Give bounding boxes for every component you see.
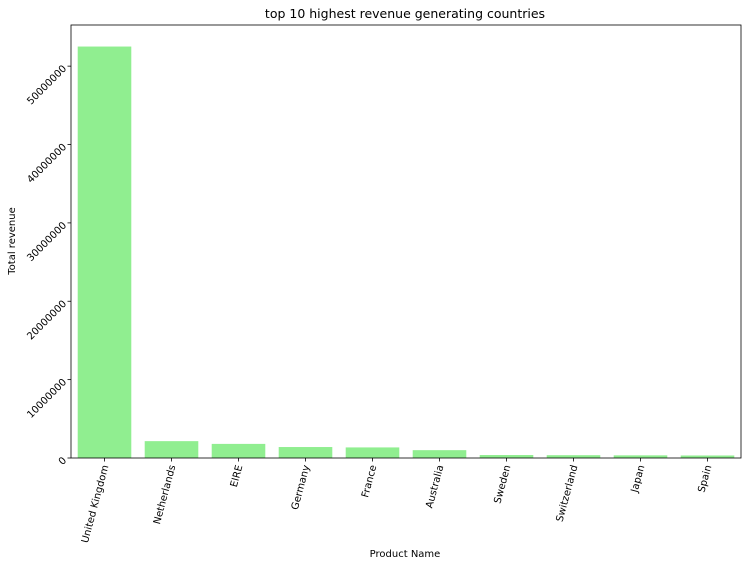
bars	[77, 46, 735, 459]
x-tick-label: Switzerland	[555, 464, 581, 523]
bar-united-kingdom	[77, 46, 132, 459]
y-tick-label: 50000000	[25, 63, 69, 107]
y-tick-label: 10000000	[25, 377, 69, 421]
y-tick-label: 0	[57, 455, 69, 467]
chart-title: top 10 highest revenue generating countr…	[265, 6, 545, 21]
bar-australia	[412, 450, 467, 458]
bar-eire	[211, 443, 266, 458]
x-axis-label: Product Name	[370, 549, 441, 560]
plot-area: United Kingdom Netherlands EIRE Germany Fran…	[25, 24, 742, 544]
y-axis-label: Total revenue	[7, 207, 18, 275]
x-tick-label: Germany	[290, 464, 313, 511]
bar-switzerland	[546, 455, 601, 458]
axes-frame	[70, 24, 742, 459]
x-tick-label: France	[360, 464, 379, 499]
y-ticks: 0 10000000 20000000 30000000 40000000 5000000…	[25, 63, 71, 468]
bar-france	[345, 447, 400, 458]
y-tick-label: 20000000	[25, 299, 69, 343]
x-tick-label: United Kingdom	[80, 464, 111, 544]
x-tick-label: Australia	[424, 464, 446, 510]
x-tick-label: Spain	[697, 464, 715, 494]
bar-japan	[613, 455, 668, 458]
x-tick-label: EIRE	[229, 464, 245, 489]
bar-germany	[278, 447, 333, 458]
bar-netherlands	[144, 441, 199, 458]
y-tick-label: 30000000	[25, 220, 69, 264]
x-tick-label: Netherlands	[152, 464, 178, 526]
x-tick-label: Sweden	[493, 464, 514, 505]
bar-spain	[680, 455, 735, 458]
bar-sweden	[479, 455, 534, 458]
x-tick-label: Japan	[629, 464, 647, 495]
x-ticks: United Kingdom Netherlands EIRE Germany Fran…	[80, 458, 714, 544]
y-tick-label: 40000000	[25, 142, 69, 186]
